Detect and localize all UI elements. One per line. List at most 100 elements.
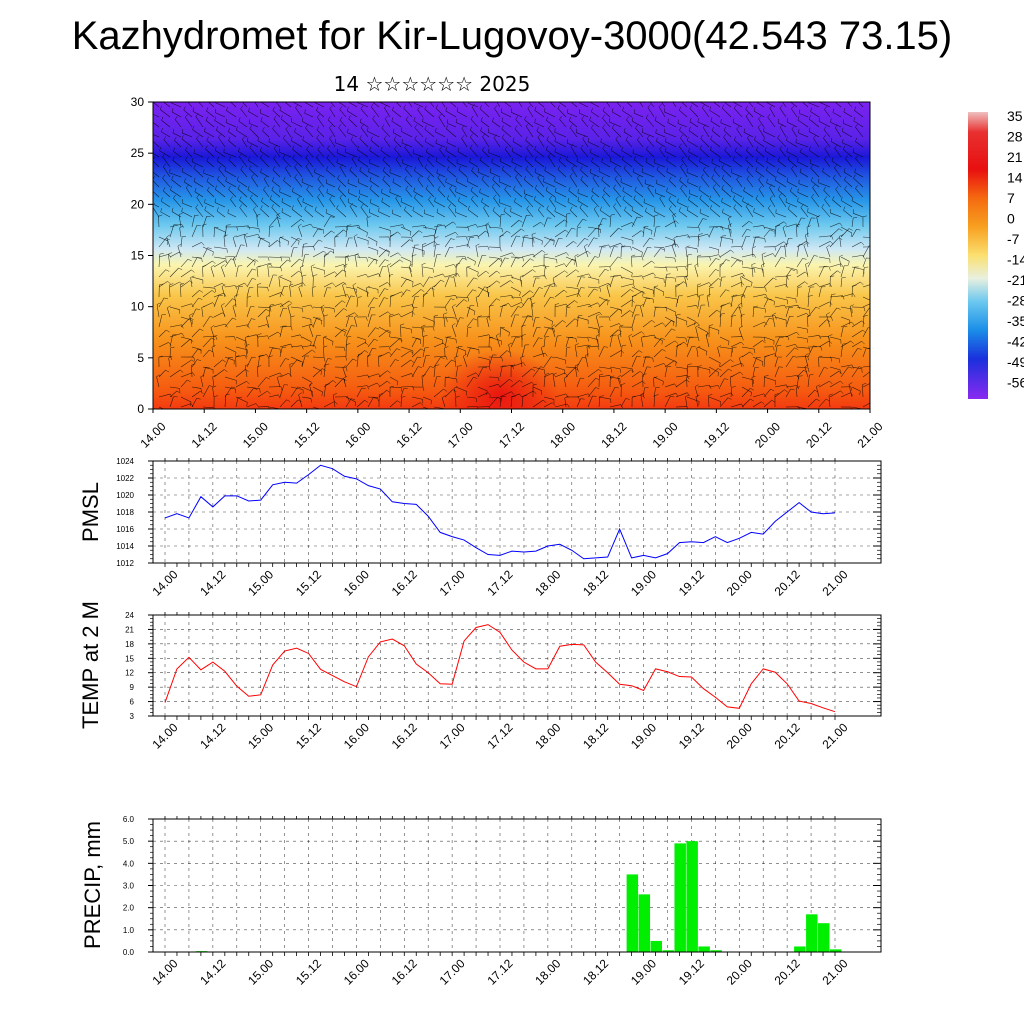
temp-xtick-label: 16.00 [341,720,372,751]
pmsl-xtick-label: 14.12 [197,567,228,598]
precip-xtick-label: 17.12 [484,956,515,987]
precip-ytick-label: 5.0 [123,837,135,846]
precip-bar [710,950,722,952]
temp-xtick-label: 19.00 [628,720,659,751]
temp-ylabel: TEMP at 2 M [78,601,103,729]
chart-subtitle: 14 ☆☆☆☆☆☆ 2025 [333,72,531,96]
colorbar-label: -49 [1007,354,1024,370]
temp-xtick-label: 19.12 [676,720,707,751]
colorbar-label: -14 [1007,252,1024,268]
temp-series-line [164,624,836,713]
temp-xtick-label: 14.00 [149,720,180,751]
temp-xtick-label: 18.00 [532,720,563,751]
heatmap-xtick-label: 16.00 [342,419,373,450]
temp-xtick-label: 20.00 [724,720,755,751]
precip-bar [806,914,818,952]
heatmap-xtick-label: 19.00 [650,419,681,450]
heatmap-xtick-label: 15.00 [240,419,271,450]
heatmap-ytick-label: 20 [131,197,145,211]
heatmap-hotspot [440,350,560,409]
heatmap-ytick-label: 25 [131,146,145,160]
colorbar-labels: 35 28 21 14 7 0 -7 -14 -21 -28 -35 -42 -49 -56 [1007,108,1024,391]
precip-bars [195,841,842,952]
heatmap-xtick-label: 19.12 [701,419,732,450]
colorbar-label: 0 [1007,211,1015,227]
pmsl-xtick-label: 20.12 [772,567,803,598]
pmsl-xtick-label: 14.00 [149,567,180,598]
temp-ytick-label: 9 [130,683,135,692]
chart-title: Kazhydromet for Kir-Lugovoy-3000(42.543 … [71,14,953,58]
pmsl-xtick-label: 18.12 [580,567,611,598]
temp-ytick-label: 15 [125,654,134,663]
temp-xtick-label: 15.12 [293,720,324,751]
precip-xtick-label: 18.12 [580,956,611,987]
pmsl-xtick-label: 16.12 [389,567,420,598]
colorbar-label: -7 [1007,231,1020,247]
colorbar: 35 28 21 14 7 0 -7 -14 -21 -28 -35 -42 -49 -56 [968,108,1024,399]
pmsl-panel: 1012 1014 1016 1018 1020 1022 1024 14.00 14.12 15… [78,457,882,599]
heatmap-panel: 0 5 10 15 20 25 30 14.00 14.12 15.00 15.12 16.00 16… [131,95,886,451]
precip-ylabel: PRECIP, mm [80,821,105,949]
pmsl-xtick-label: 19.00 [628,567,659,598]
colorbar-label: 21 [1007,149,1023,165]
heatmap-xtick-label: 21.00 [854,419,885,450]
heatmap-ytick-label: 10 [131,300,145,314]
heatmap-xtick-label: 18.12 [598,419,629,450]
colorbar-label: 35 [1007,108,1023,124]
temp-xtick-label: 14.12 [197,720,228,751]
precip-bar [662,950,674,952]
precip-bar [830,949,842,952]
pmsl-xtick-label: 15.12 [293,567,324,598]
precip-bar [698,946,710,952]
colorbar-label: -56 [1007,375,1024,391]
precip-bar [626,874,639,952]
precip-xtick-label: 17.00 [437,956,468,987]
heatmap-xtick-label: 16.12 [394,419,425,450]
precip-bar [818,923,830,952]
precip-bar [638,894,651,952]
pmsl-ytick-label: 1018 [116,508,134,517]
heatmap-ytick-label: 5 [137,351,144,365]
precip-bar [686,841,698,952]
temp-ytick-label: 3 [130,712,135,721]
pmsl-ytick-label: 1012 [116,559,134,568]
temp-xtick-label: 15.00 [245,720,276,751]
precip-xtick-label: 16.00 [341,956,372,987]
colorbar-label: 14 [1007,170,1023,186]
precip-xtick-label: 14.00 [149,956,180,987]
temp-xtick-label: 21.00 [819,720,850,751]
temp-ytick-label: 12 [125,669,134,678]
pmsl-series-line [164,464,836,560]
temp-xtick-label: 17.00 [437,720,468,751]
temp-frame [152,614,882,717]
colorbar-label: 28 [1007,129,1023,145]
heatmap-xtick-label: 18.00 [547,419,578,450]
precip-panel: 0.0 1.0 2.0 3.0 4.0 5.0 6.0 14.00 14.12 15.00 15.1… [80,815,882,988]
precip-ytick-label: 4.0 [123,859,135,868]
precip-xtick-label: 18.00 [532,956,563,987]
temp-xtick-label: 16.12 [389,720,420,751]
heatmap-x-axis: 14.00 14.12 15.00 15.12 16.00 16.12 17.00 17.12… [137,409,886,451]
precip-ytick-label: 3.0 [123,882,135,891]
colorbar-label: -21 [1007,272,1024,288]
pmsl-xtick-label: 18.00 [532,567,563,598]
heatmap-ytick-label: 30 [131,95,145,109]
pmsl-xtick-label: 16.00 [341,567,372,598]
precip-xtick-label: 14.12 [197,956,228,987]
heatmap-y-axis: 0 5 10 15 20 25 30 [131,95,153,416]
temp-panel: 3 6 9 12 15 18 21 24 14.00 14.12 15.00 15.12 16.00 16… [78,601,882,752]
pmsl-ylabel: PMSL [78,482,103,542]
precip-xtick-label: 20.12 [772,956,803,987]
temp-ytick-label: 18 [125,640,134,649]
temp-xtick-label: 20.12 [772,720,803,751]
precip-ytick-label: 2.0 [123,904,135,913]
precip-bar [674,843,686,952]
pmsl-ytick-label: 1022 [116,474,134,483]
pmsl-ytick-label: 1016 [116,525,134,534]
precip-ytick-label: 6.0 [123,815,135,824]
pmsl-ytick-label: 1020 [116,491,134,500]
wind-barbs [153,102,870,409]
pmsl-ytick-label: 1014 [116,542,134,551]
precip-xtick-label: 19.12 [676,956,707,987]
